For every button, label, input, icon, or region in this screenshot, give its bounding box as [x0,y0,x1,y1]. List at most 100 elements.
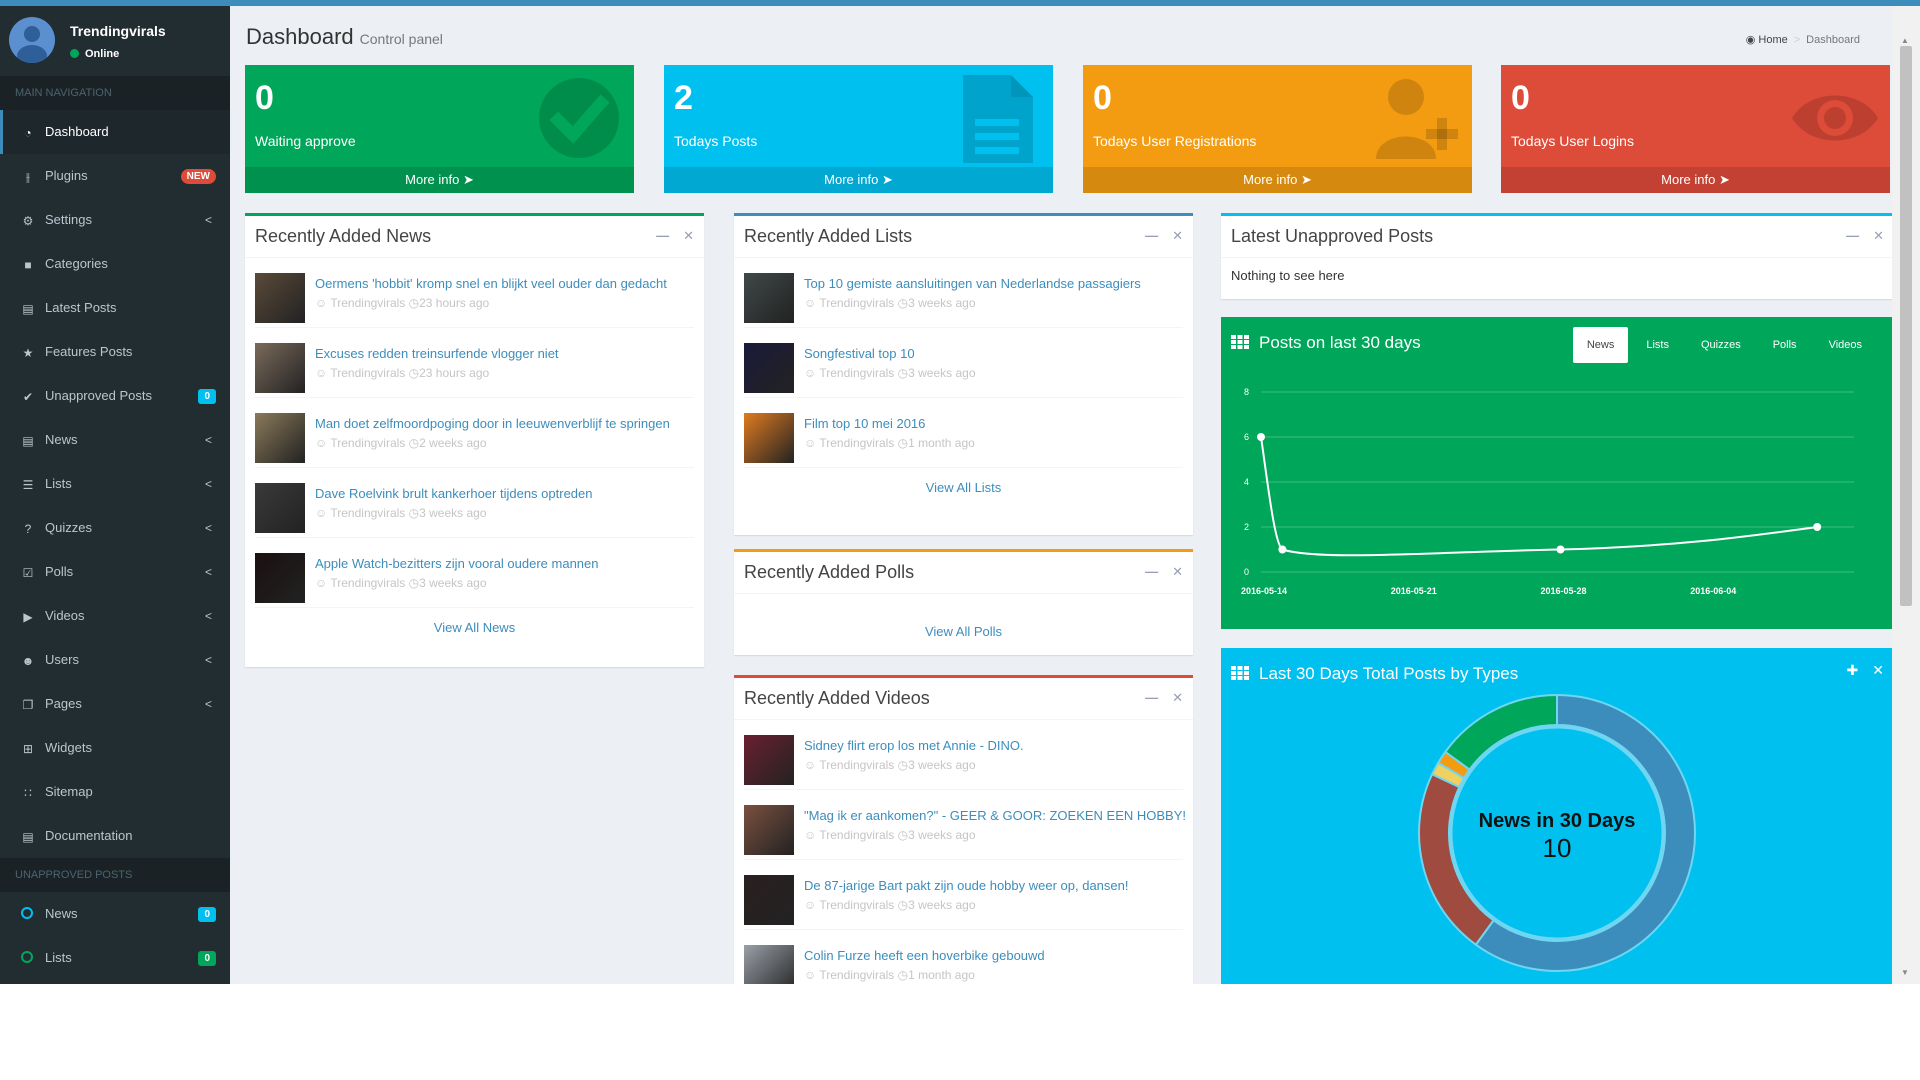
list-item: Top 10 gemiste aansluitingen van Nederla… [744,258,1183,328]
thumbnail-image[interactable] [744,945,794,984]
collapse-icon[interactable]: — [1145,228,1159,243]
item-title-link[interactable]: Sidney flirt erop los met Annie - DINO. [804,738,1024,753]
thumbnail-image[interactable] [255,413,305,463]
rss-icon: ∷ [24,786,32,800]
sidebar-item-features-posts[interactable]: ★ Features Posts [0,330,230,374]
clock-icon: ◷ [405,436,420,450]
collapse-icon[interactable]: — [1145,690,1159,705]
sidebar-item-quizzes[interactable]: ? Quizzes < [0,506,230,550]
breadcrumb-home[interactable]: Home [1758,34,1788,46]
close-icon[interactable]: ✕ [1872,662,1884,678]
collapse-icon[interactable]: — [1846,228,1860,243]
item-title-link[interactable]: "Mag ik er aankomen?" - GEER & GOOR: ZOE… [804,808,1187,823]
thumbnail-image[interactable] [255,553,305,603]
thumbnail-image[interactable] [744,735,794,785]
item-time: 3 weeks ago [908,758,976,772]
item-meta: ☺ Trendingvirals ◷3 weeks ago [315,506,487,520]
unapproved-item-news[interactable]: News 0 [0,892,230,936]
sidebar-item-videos[interactable]: ▶ Videos < [0,594,230,638]
clock-icon: ◷ [894,296,909,310]
sidebar-item-pages[interactable]: ❐ Pages < [0,682,230,726]
sidebar-item-unapproved-posts[interactable]: ✔ Unapproved Posts 0 [0,374,230,418]
item-meta: ☺ Trendingvirals ◷3 weeks ago [804,296,976,310]
collapse-icon[interactable]: — [656,228,670,243]
thumbnail-image[interactable] [255,343,305,393]
item-title-link[interactable]: Colin Furze heeft een hoverbike gebouwd [804,948,1045,963]
item-title-link[interactable]: Man doet zelfmoordpoging door in leeuwen… [315,416,670,431]
item-title-link[interactable]: Top 10 gemiste aansluitingen van Nederla… [804,276,1141,291]
sidebar-item-categories[interactable]: ■ Categories [0,242,230,286]
close-icon[interactable]: ✕ [1172,564,1183,579]
scroll-up-icon[interactable]: ▲ [1901,36,1909,45]
clock-icon: ◷ [405,366,420,380]
tab-quizzes[interactable]: Quizzes [1700,339,1741,351]
breadcrumb: ◉ Home > Dashboard [1745,34,1860,46]
sidebar-item-plugins[interactable]: ⫲ Plugins NEW [0,154,230,198]
sidebar-item-settings[interactable]: ⚙ Settings < [0,198,230,242]
user-icon: ☺ [804,828,820,842]
thumbnail-image[interactable] [255,273,305,323]
view-all-news-link[interactable]: View All News [433,620,516,635]
item-title-link[interactable]: Apple Watch-bezitters zijn vooral oudere… [315,556,599,571]
thumbnail-image[interactable] [744,805,794,855]
thumbnail-image[interactable] [744,343,794,393]
item-title-link[interactable]: Excuses redden treinsurfende vlogger nie… [315,346,559,361]
infobox-more-info-link[interactable]: More info ➤ [245,167,634,193]
expand-icon[interactable]: ✚ [1846,662,1859,678]
item-title-link[interactable]: Oermens 'hobbit' kromp snel en blijkt ve… [315,276,667,291]
check-square-icon: ☑ [22,566,34,580]
item-title-link[interactable]: Songfestival top 10 [804,346,915,361]
infobox-more-info-link[interactable]: More info ➤ [1083,167,1472,193]
y-tick-label: 8 [1244,387,1249,397]
thumbnail-image[interactable] [744,875,794,925]
tab-news[interactable]: News [1572,327,1629,363]
sidebar-item-dashboard[interactable]: ◔ Dashboard [0,110,230,154]
view-all-polls-link[interactable]: View All Polls [924,624,1003,639]
sidebar-item-lists[interactable]: ☰ Lists < [0,462,230,506]
infobox-more-info-link[interactable]: More info ➤ [664,167,1053,193]
box-header: Recently Added News — ✕ [245,216,704,258]
close-icon[interactable]: ✕ [1873,228,1884,243]
close-icon[interactable]: ✕ [1172,690,1183,705]
clock-icon: ◷ [894,828,909,842]
view-all-lists-link[interactable]: View All Lists [925,480,1002,495]
sidebar-item-polls[interactable]: ☑ Polls < [0,550,230,594]
item-title-link[interactable]: De 87-jarige Bart pakt zijn oude hobby w… [804,878,1129,893]
sidebar-item-latest-posts[interactable]: ▤ Latest Posts [0,286,230,330]
thumbnail-image[interactable] [744,413,794,463]
sidebar-item-sitemap[interactable]: ∷ Sitemap [0,770,230,814]
item-meta: ☺ Trendingvirals ◷3 weeks ago [315,576,487,590]
collapse-icon[interactable]: — [1145,564,1159,579]
item-title-link[interactable]: Dave Roelvink brult kankerhoer tijdens o… [315,486,593,501]
item-author: Trendingvirals [819,366,895,380]
sidebar-item-label: Pages [45,696,82,711]
thumbnail-image[interactable] [255,483,305,533]
user-status: Online [70,48,119,60]
tab-videos[interactable]: Videos [1828,339,1862,351]
scrollbar-thumb[interactable] [1900,46,1912,606]
close-icon[interactable]: ✕ [1172,228,1183,243]
page-scrollbar[interactable]: ▲ ▼ [1892,6,1920,984]
sidebar-item-widgets[interactable]: ⊞ Widgets [0,726,230,770]
sidebar-badge: NEW [180,169,216,184]
avatar[interactable] [9,17,55,63]
sidebar-item-documentation[interactable]: ▤ Documentation [0,814,230,858]
recent-news-box: Recently Added News — ✕ Oermens 'hobbit' … [245,213,704,667]
scroll-down-icon[interactable]: ▼ [1901,968,1909,977]
main-nav-list: ◔ Dashboard ⫲ Plugins NEW ⚙ Settings < ■ Categori… [0,110,230,858]
donut-slice[interactable] [1474,693,1696,972]
sidebar-item-users[interactable]: ☻ Users < [0,638,230,682]
item-title-link[interactable]: Film top 10 mei 2016 [804,416,926,431]
video-icon: ▶ [23,610,33,624]
thumbnail-image[interactable] [744,273,794,323]
item-meta: ☺ Trendingvirals ◷23 hours ago [315,296,489,310]
clock-icon: ◷ [894,758,909,772]
tab-polls[interactable]: Polls [1772,339,1797,351]
unapproved-item-lists[interactable]: Lists 0 [0,936,230,980]
tab-lists[interactable]: Lists [1646,339,1669,351]
donut-slice[interactable] [1443,693,1558,771]
close-icon[interactable]: ✕ [683,228,694,243]
sidebar-item-news[interactable]: ▤ News < [0,418,230,462]
main-navigation-header: MAIN NAVIGATION [0,76,230,110]
infobox-more-info-link[interactable]: More info ➤ [1501,167,1890,193]
